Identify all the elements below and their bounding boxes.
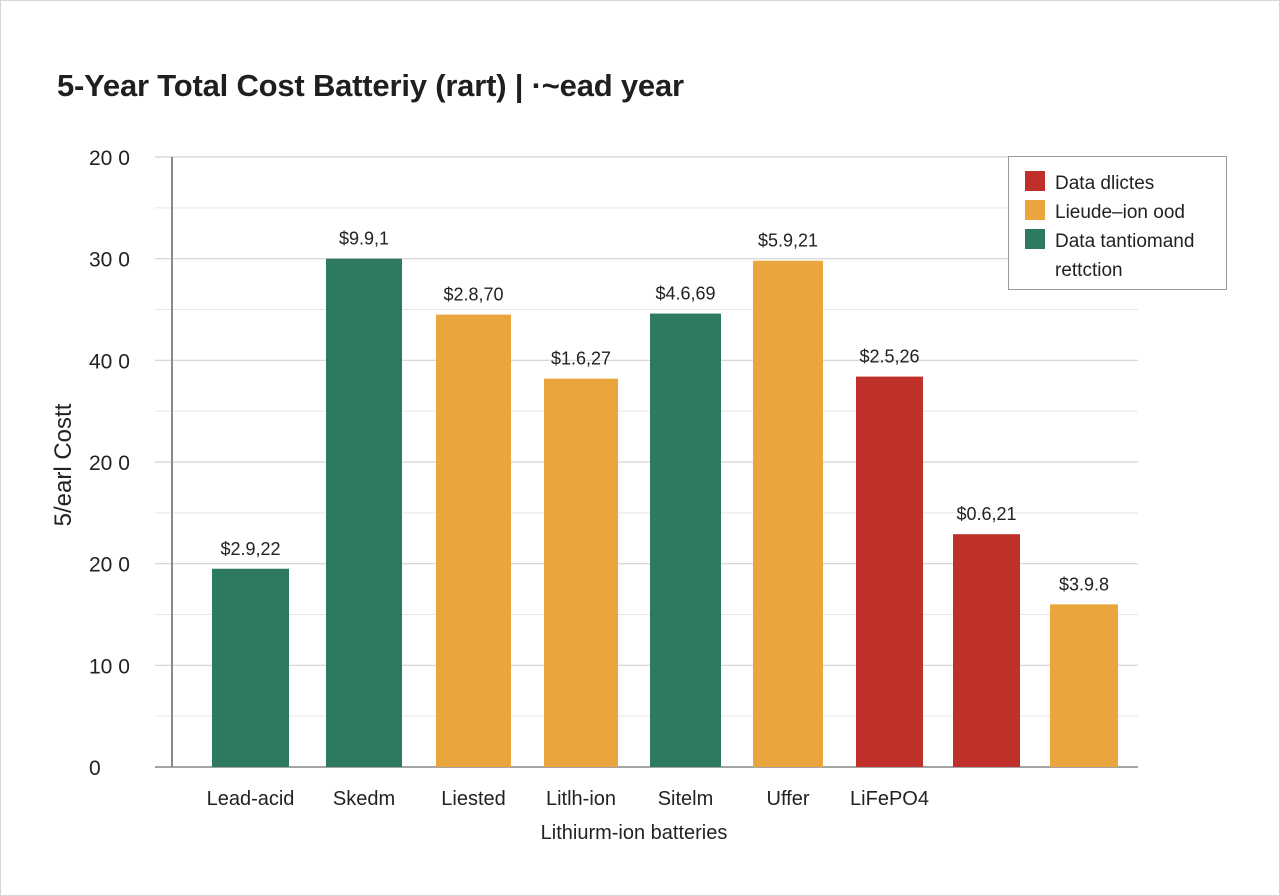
y-tick-label: 10 0	[89, 655, 130, 678]
bar	[212, 568, 289, 767]
bar	[436, 314, 511, 767]
x-tick-label: Litlh-ion	[546, 788, 616, 810]
data-label: $9.9,1	[339, 229, 389, 249]
data-label: $0.6,21	[956, 504, 1016, 524]
data-label: $5.9,21	[758, 231, 818, 251]
x-tick-label: LiFePO4	[850, 788, 929, 810]
x-axis-title: Lithiurm-ion batteries	[540, 822, 728, 844]
y-tick-label: 20 0	[89, 147, 130, 170]
y-tick-label: 30 0	[89, 249, 130, 272]
y-tick-label: 20 0	[89, 452, 130, 475]
x-tick-label: Uffer	[767, 788, 810, 810]
data-label: $2.9,22	[220, 539, 280, 559]
x-tick-label: Sitelm	[658, 788, 714, 810]
legend-swatch	[1025, 171, 1045, 191]
data-label: $1.6,27	[551, 349, 611, 369]
legend-label: Lieude–ion ood	[1055, 202, 1185, 223]
bar	[856, 376, 923, 767]
bar	[753, 260, 823, 767]
bar	[1050, 604, 1118, 767]
bar	[650, 313, 721, 767]
data-label: $2.8,70	[443, 285, 503, 305]
bar	[544, 378, 618, 767]
bar	[953, 534, 1020, 767]
legend-swatch	[1025, 229, 1045, 249]
y-tick-label: 20 0	[89, 554, 130, 577]
data-label: $4.6,69	[655, 284, 715, 304]
legend-swatch	[1025, 200, 1045, 220]
y-tick-label: 0	[89, 757, 101, 780]
legend-label: Data dlictes	[1055, 173, 1155, 194]
legend-label: Data tantiomand rettction	[1055, 231, 1195, 281]
bar	[326, 258, 402, 767]
data-label: $3.9.8	[1059, 574, 1109, 594]
data-label: $2.5,26	[859, 347, 919, 367]
y-tick-label: 40 0	[89, 350, 130, 373]
legend: Data dlictes Lieude–ion ood Data tantiom…	[1008, 156, 1227, 290]
x-tick-label: Lead-acid	[207, 788, 295, 810]
x-tick-label: Liested	[441, 788, 506, 810]
chart-title: 5-Year Total Cost Batteriy (rart) | ·~ea…	[57, 68, 684, 103]
x-tick-label: Skedm	[333, 788, 395, 810]
